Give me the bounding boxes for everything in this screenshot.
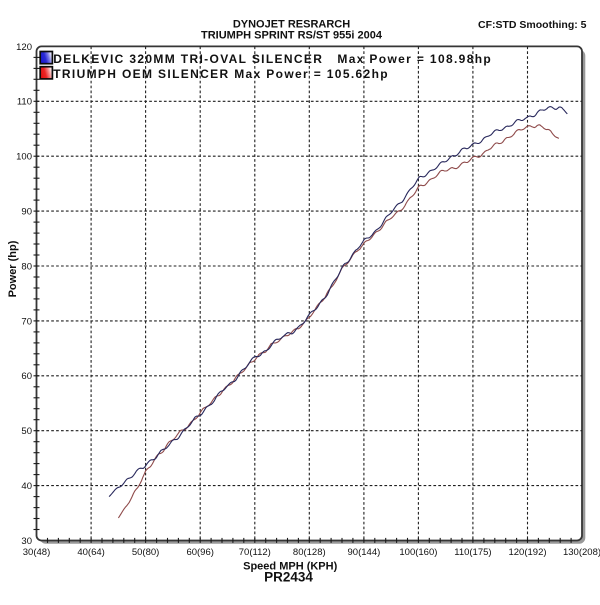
svg-text:80: 80 [21, 261, 32, 272]
svg-text:60: 60 [21, 371, 32, 382]
svg-text:90: 90 [21, 207, 32, 218]
svg-text:100: 100 [16, 152, 32, 163]
svg-text:PR2434: PR2434 [264, 569, 313, 584]
svg-text:CF:STD Smoothing: 5: CF:STD Smoothing: 5 [478, 19, 587, 31]
svg-text:110(175): 110(175) [454, 547, 491, 558]
svg-text:60(96): 60(96) [186, 547, 213, 558]
svg-text:30(48): 30(48) [23, 547, 50, 558]
svg-text:40(64): 40(64) [77, 547, 104, 558]
svg-text:120: 120 [16, 42, 32, 53]
svg-text:100(160): 100(160) [399, 547, 437, 558]
svg-text:30: 30 [21, 536, 32, 547]
svg-text:130(208): 130(208) [563, 547, 600, 558]
svg-text:50(80): 50(80) [132, 547, 159, 558]
svg-text:40: 40 [21, 481, 32, 492]
svg-text:DELKEVIC 320MM TRI-OVAL SILENC: DELKEVIC 320MM TRI-OVAL SILENCER Max Pow… [53, 52, 492, 66]
svg-text:TRIUMPH SPRINT RS/ST 955i 2004: TRIUMPH SPRINT RS/ST 955i 2004 [201, 30, 383, 42]
svg-text:120(192): 120(192) [508, 547, 546, 558]
svg-text:70(112): 70(112) [239, 547, 271, 558]
svg-text:110: 110 [17, 97, 32, 108]
svg-text:90(144): 90(144) [348, 547, 381, 558]
svg-text:DYNOJET RESRARCH: DYNOJET RESRARCH [233, 18, 350, 30]
svg-text:TRIUMPH OEM SILENCER Max Power: TRIUMPH OEM SILENCER Max Power = 105.62h… [53, 67, 389, 81]
svg-text:Power (hp): Power (hp) [7, 240, 19, 297]
svg-text:Speed MPH (KPH): Speed MPH (KPH) [243, 561, 337, 573]
svg-text:80(128): 80(128) [293, 547, 326, 558]
svg-text:70: 70 [21, 316, 32, 327]
svg-text:50: 50 [21, 426, 32, 437]
